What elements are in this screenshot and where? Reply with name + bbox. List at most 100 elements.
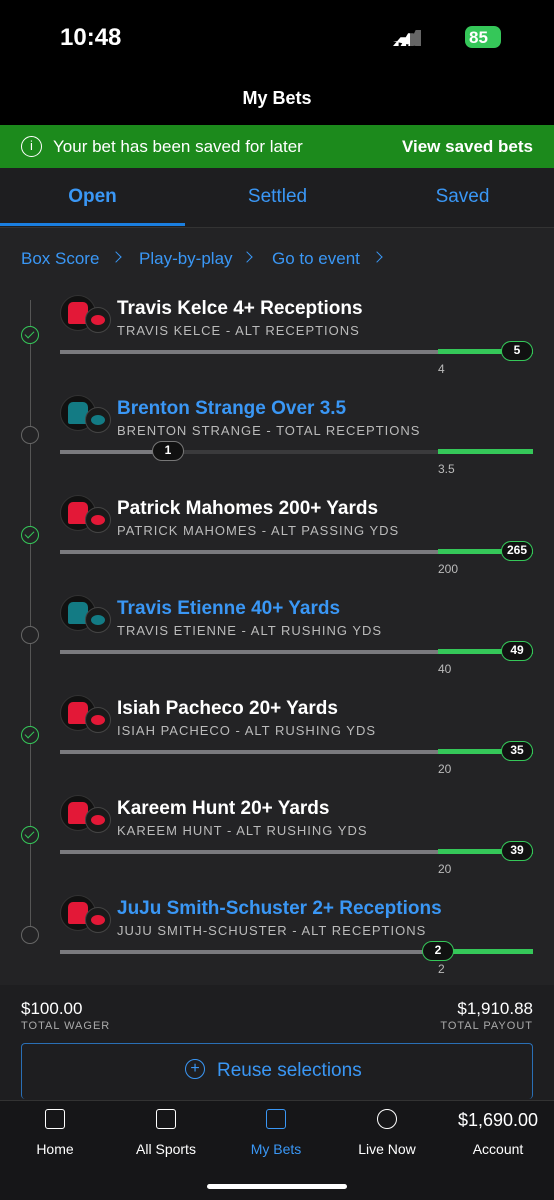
status-dot (21, 826, 39, 844)
leg-title: Brenton Strange Over 3.5 (117, 398, 347, 419)
jersey (68, 702, 88, 724)
summary-bar (0, 985, 554, 1100)
tab-indicator (0, 223, 185, 226)
nav-label[interactable]: Account (472, 1141, 524, 1157)
account-balance: $1,690.00 (457, 1110, 539, 1130)
target-value: 20 (438, 762, 452, 776)
leg-title: JuJu Smith-Schuster 2+ Receptions (117, 898, 442, 919)
team-logo (85, 407, 111, 433)
team-logo (85, 707, 111, 733)
target-value: 20 (438, 862, 452, 876)
progress (60, 650, 438, 654)
event-link[interactable]: Box Score (21, 249, 100, 268)
status-dot (21, 526, 39, 544)
leg-subtitle: TRAVIS ETIENNE - ALT RUSHING YDS (117, 623, 383, 638)
goal-zone (438, 349, 533, 354)
target-value: 4 (438, 362, 445, 376)
tab[interactable]: Saved (435, 186, 490, 207)
payout: $1,910.88 (457, 999, 533, 1018)
leg-title: Travis Kelce 4+ Receptions (117, 298, 363, 319)
leg-title: Isiah Pacheco 20+ Yards (117, 698, 338, 719)
nav-icon (45, 1109, 65, 1129)
event-link[interactable]: Go to event (272, 249, 360, 268)
leg-subtitle: JUJU SMITH-SCHUSTER - ALT RECEPTIONS (117, 923, 427, 938)
clock: 10:48 (60, 24, 122, 51)
nav-icon (156, 1109, 176, 1129)
tab[interactable]: Open (68, 186, 117, 207)
jersey (68, 402, 88, 424)
progress (60, 950, 438, 954)
banner-message: Your bet has been saved for later (53, 137, 303, 156)
reuse-button[interactable] (21, 1043, 533, 1099)
event-link[interactable]: Play-by-play (139, 249, 233, 268)
goal-zone (438, 449, 533, 454)
jersey (68, 802, 88, 824)
status-dot (21, 926, 39, 944)
reuse-label: Reuse selections (217, 1060, 362, 1081)
leg-subtitle: BRENTON STRANGE - TOTAL RECEPTIONS (117, 423, 421, 438)
target-value: 200 (438, 562, 459, 576)
logo-mark (91, 515, 105, 525)
tab-bar (0, 168, 554, 228)
progress-value: 2 (422, 941, 454, 961)
progress (60, 850, 438, 854)
timeline (30, 300, 31, 940)
wager-label: TOTAL WAGER (21, 1020, 111, 1032)
plus-icon: + (185, 1059, 205, 1079)
nav-icon (266, 1109, 286, 1129)
goal-zone (438, 949, 533, 954)
target-value: 40 (438, 662, 452, 676)
progress-value: 1 (152, 441, 184, 461)
leg-subtitle: ISIAH PACHECO - ALT RUSHING YDS (117, 723, 377, 738)
goal-zone (438, 649, 533, 654)
status-dot (21, 726, 39, 744)
battery-level: 85 (469, 28, 488, 47)
target-value: 3.5 (438, 462, 455, 476)
banner-action[interactable]: View saved bets (401, 137, 533, 156)
track (60, 450, 438, 454)
logo-mark (91, 915, 105, 925)
info-icon: i (21, 136, 42, 157)
tab[interactable]: Settled (247, 186, 308, 207)
wager: $100.00 (21, 999, 83, 1018)
chevron (371, 251, 383, 263)
target-value: 2 (438, 962, 445, 976)
payout-label: TOTAL PAYOUT (440, 1020, 533, 1032)
status-dot (21, 326, 39, 344)
leg-title: Travis Etienne 40+ Yards (117, 598, 341, 619)
top-bar (0, 0, 554, 125)
logo-mark (91, 715, 105, 725)
jersey (68, 602, 88, 624)
progress (60, 550, 438, 554)
nav-label[interactable]: All Sports (136, 1141, 196, 1157)
progress-value: 5 (501, 341, 533, 361)
logo-mark (91, 815, 105, 825)
progress-value: 265 (501, 541, 533, 561)
battery (465, 26, 501, 48)
status-dot (21, 426, 39, 444)
logo-mark (91, 415, 105, 425)
leg-title: Patrick Mahomes 200+ Yards (117, 498, 379, 519)
progress (60, 350, 438, 354)
nav-bar (0, 1100, 554, 1200)
goal-zone (438, 749, 533, 754)
status-dot (21, 626, 39, 644)
chevron (241, 251, 253, 263)
header-title: My Bets (242, 88, 312, 108)
nav-label[interactable]: Home (36, 1141, 74, 1157)
goal-zone (438, 549, 533, 554)
nav-label[interactable]: My Bets (250, 1141, 302, 1157)
progress-value: 49 (501, 641, 533, 661)
progress (60, 750, 438, 754)
jersey (68, 302, 88, 324)
nav-label[interactable]: Live Now (358, 1141, 416, 1157)
progress (60, 450, 168, 454)
banner (0, 125, 554, 168)
leg-subtitle: KAREEM HUNT - ALT RUSHING YDS (117, 823, 368, 838)
leg-title: Kareem Hunt 20+ Yards (117, 798, 330, 819)
jersey (68, 902, 88, 924)
progress-value: 39 (501, 841, 533, 861)
leg-subtitle: TRAVIS KELCE - ALT RECEPTIONS (117, 323, 360, 338)
